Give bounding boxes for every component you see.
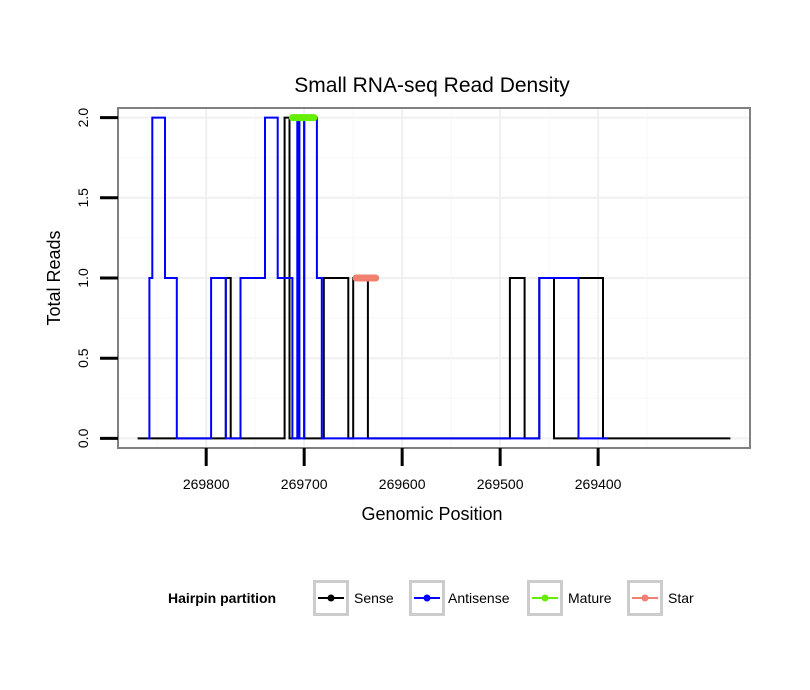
legend-key-point <box>541 594 549 602</box>
x-tick-label: 269400 <box>575 476 622 492</box>
x-tick-label: 269700 <box>281 476 328 492</box>
legend-label-sense: Sense <box>354 590 394 606</box>
x-axis: 269800 269700 269600 269500 269400 <box>183 448 622 492</box>
y-axis-title: Total Reads <box>44 230 64 325</box>
x-tick-label: 269500 <box>477 476 524 492</box>
legend-items: Sense Antisense Mature Star <box>313 580 694 616</box>
y-tick-label: 0.5 <box>75 348 91 368</box>
x-axis-title: Genomic Position <box>361 504 502 524</box>
legend-label-antisense: Antisense <box>448 590 510 606</box>
series-lines <box>137 114 731 440</box>
legend: Hairpin partition Sense Antisense Mature St… <box>168 580 694 616</box>
legend-key-point <box>423 594 431 602</box>
legend-title: Hairpin partition <box>168 590 276 606</box>
chart-title: Small RNA-seq Read Density <box>294 74 570 97</box>
y-tick-label: 1.0 <box>75 268 91 288</box>
series-antisense-line <box>147 116 608 440</box>
y-tick-label: 0.0 <box>75 428 91 448</box>
legend-key-point <box>327 594 335 602</box>
legend-label-mature: Mature <box>568 590 612 606</box>
legend-label-star: Star <box>668 590 694 606</box>
x-tick-label: 269600 <box>379 476 426 492</box>
y-tick-label: 2.0 <box>75 108 91 128</box>
x-tick-label: 269800 <box>183 476 230 492</box>
y-tick-label: 1.5 <box>75 188 91 208</box>
y-axis: 0.0 0.5 1.0 1.5 2.0 <box>75 108 118 448</box>
legend-key-point <box>641 594 649 602</box>
